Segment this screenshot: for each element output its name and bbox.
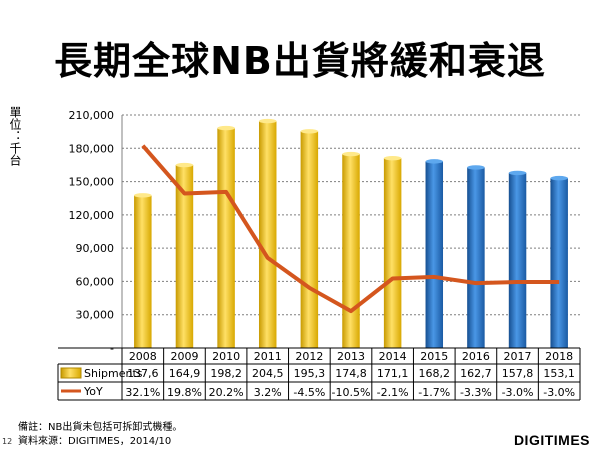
forecast-bar [467,167,485,348]
yoy-value-label: 3.2% [254,386,282,399]
shipment-bar [217,128,235,348]
shipment-bar [342,154,360,348]
shipment-value-label: 174,8 [335,367,367,380]
shipment-bar [258,121,277,348]
footnote: 備註：NB出貨未包括可拆卸式機種。 [18,422,183,433]
forecast-bar [508,172,527,348]
shipment-bar [134,195,152,348]
bar-top [383,155,402,161]
shipments-legend-label: Shipments [84,367,143,380]
y-tick-label: 180,000 [69,142,115,155]
x-tick-label: 2010 [212,350,240,363]
shipment-value-label: 171,1 [377,367,409,380]
shipment-value-label: 153,1 [543,367,575,380]
yoy-value-label: -2.1% [377,386,409,399]
x-tick-label: 2016 [462,350,490,363]
shipment-value-label: 168,2 [419,367,451,380]
yoy-value-label: 20.2% [209,386,244,399]
y-tick-label: 150,000 [69,176,115,189]
y-tick-label: 210,000 [69,109,115,122]
yoy-value-label: -1.7% [418,386,450,399]
bar-top [300,129,319,134]
x-tick-label: 2018 [545,350,573,363]
bar-top [425,159,444,164]
bar-top [342,151,360,157]
bar-top [550,175,568,181]
shipment-bar [300,131,319,348]
shipment-value-label: 137,6 [127,367,159,380]
x-tick-label: 2011 [254,350,282,363]
yoy-value-label: -3.0% [543,386,575,399]
yoy-value-label: -3.0% [502,386,534,399]
y-tick-label: 90,000 [76,242,115,255]
shipment-value-label: 162,7 [460,367,492,380]
bar-top [217,125,235,131]
forecast-bar [550,178,568,348]
yoy-value-label: -4.5% [293,386,325,399]
yoy-value-label: 19.8% [167,386,202,399]
bar-top [134,193,152,198]
bar-top [258,118,277,124]
bar-top [508,170,527,176]
bar-top [175,162,194,168]
x-tick-label: 2014 [379,350,407,363]
slide-title: 長期全球NB出貨將緩和衰退 [54,39,546,83]
bar-top [467,165,485,170]
x-tick-label: 2009 [170,350,198,363]
digitimes-logo: DIGITIMES [513,432,590,448]
yoy-value-label: 32.1% [125,386,160,399]
shipment-bar [175,165,194,348]
y-tick-label: 30,000 [76,309,115,322]
shipment-bar [383,158,402,348]
x-tick-label: 2012 [295,350,323,363]
yoy-value-label: -3.3% [460,386,492,399]
page-number: 12 [2,437,13,446]
shipment-value-label: 164,9 [169,367,201,380]
y-tick-label: 60,000 [76,275,115,288]
x-tick-label: 2017 [504,350,532,363]
shipment-value-label: 204,5 [252,367,284,380]
shipment-value-label: 195,3 [294,367,326,380]
shipment-value-label: 198,2 [210,367,242,380]
shipment-value-label: 157,8 [502,367,534,380]
source-note: 資料來源：DIGITIMES，2014/10 [18,436,172,447]
y-tick-label: 120,000 [69,209,115,222]
shipments-legend-swatch [60,367,82,379]
forecast-bar [425,161,444,348]
unit-label: 單位：千台 [8,106,22,166]
x-tick-label: 2015 [420,350,448,363]
yoy-legend-label: YoY [83,385,103,398]
yoy-value-label: -10.5% [332,386,371,399]
x-tick-label: 2013 [337,350,365,363]
x-tick-label: 2008 [129,350,157,363]
